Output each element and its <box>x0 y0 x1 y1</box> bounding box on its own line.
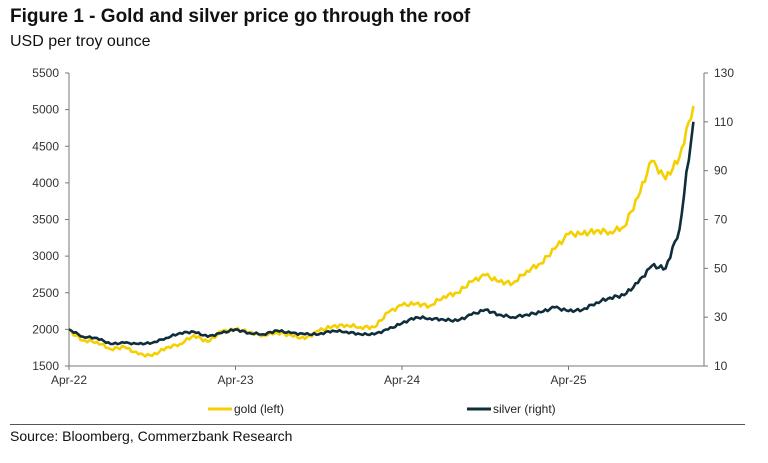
y-right-tick-label: 70 <box>714 213 728 227</box>
x-tick-label: Apr-24 <box>384 373 420 387</box>
series-line-gold <box>68 105 695 358</box>
y-left-tick-label: 4500 <box>32 139 59 153</box>
y-left-tick-label: 1500 <box>32 359 59 373</box>
y-left-tick-label: 2500 <box>32 286 59 300</box>
y-right-tick-label: 110 <box>714 115 733 129</box>
y-left-tick-label: 3500 <box>32 213 59 227</box>
y-left-tick-label: 2000 <box>32 322 59 336</box>
y-right-tick-label: 130 <box>714 66 734 80</box>
y-left-tick-label: 5000 <box>32 103 59 117</box>
y-right-tick-label: 10 <box>714 359 728 373</box>
y-right-tick-label: 90 <box>714 164 728 178</box>
divider <box>10 424 745 425</box>
chart-title: Figure 1 - Gold and silver price go thro… <box>10 6 471 27</box>
chart-subtitle: USD per troy ounce <box>10 33 151 50</box>
x-tick-label: Apr-23 <box>217 373 253 387</box>
legend-label-gold: gold (left) <box>234 402 284 416</box>
y-right-tick-label: 30 <box>714 310 728 324</box>
source-note: Source: Bloomberg, Commerzbank Research <box>10 428 293 444</box>
legend-label-silver: silver (right) <box>493 402 556 416</box>
x-tick-label: Apr-25 <box>550 373 586 387</box>
y-left-tick-label: 5500 <box>32 66 59 80</box>
y-left-tick-label: 4000 <box>32 176 59 190</box>
x-tick-label: Apr-22 <box>51 373 87 387</box>
series-line-silver <box>68 121 695 346</box>
y-right-tick-label: 50 <box>714 261 728 275</box>
y-left-tick-label: 3000 <box>32 249 59 263</box>
